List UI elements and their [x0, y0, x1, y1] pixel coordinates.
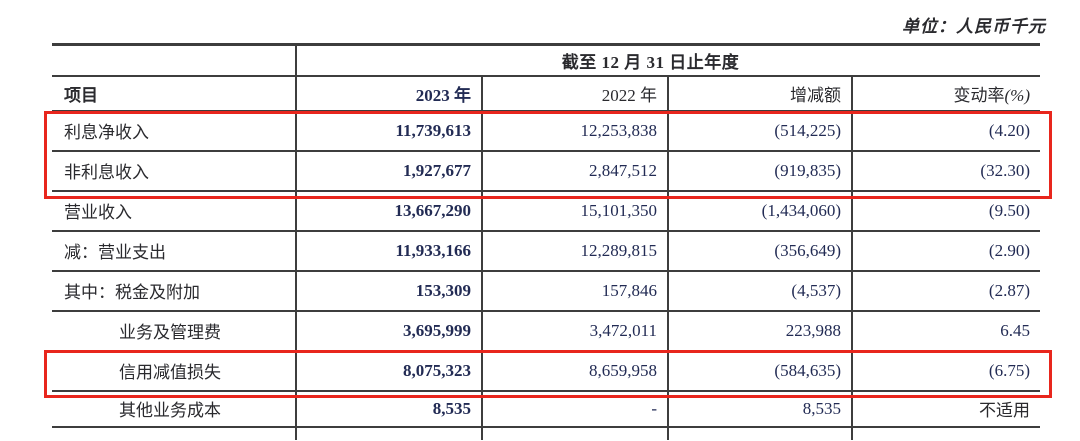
cell-2023: 13,667,290: [295, 190, 482, 232]
cell-2023: 11,933,166: [295, 230, 482, 272]
cell-2022: 8,659,958: [481, 350, 668, 392]
cell-2022: 157,846: [481, 270, 668, 312]
cell-2023: 1,927,677: [295, 150, 482, 192]
cell-rate: 不适用: [851, 390, 1040, 428]
row-label: 信用减值损失: [52, 350, 296, 392]
cell-change: (584,635): [667, 350, 852, 392]
unit-note: 单位：人民币千元: [902, 17, 1046, 36]
column-header-rate-pct: (%): [1004, 85, 1030, 105]
cell-change: (4,537): [667, 270, 852, 312]
row-label: 非利息收入: [52, 150, 296, 192]
table-row-non-interest-income: 非利息收入 1,927,677 2,847,512 (919,835) (32.…: [52, 150, 1040, 192]
cell-2022: 3,472,011: [481, 310, 668, 352]
cell-change: 8,535: [667, 390, 852, 428]
cell-2023: 8,535: [295, 390, 482, 428]
cell-change: (1,434,060): [667, 190, 852, 232]
cell-2022: 15,101,350: [481, 190, 668, 232]
table-row-operating-expenses: 减：营业支出 11,933,166 12,289,815 (356,649) (…: [52, 230, 1040, 272]
cell-2022: 2,847,512: [481, 150, 668, 192]
table-row-operating-income: 营业收入 13,667,290 15,101,350 (1,434,060) (…: [52, 190, 1040, 232]
cell-rate: (2.90): [851, 230, 1040, 272]
table-row-cutoff: [52, 426, 1040, 440]
table-row-business-admin-fees: 业务及管理费 3,695,999 3,472,011 223,988 6.45: [52, 310, 1040, 352]
row-label: 利息净收入: [52, 110, 296, 152]
income-statement-table: 截至 12 月 31 日止年度 项目 2023 年 2022 年 增减额 变动率…: [52, 43, 1040, 440]
cell-2022: -: [481, 390, 668, 428]
column-header-rate: 变动率(%): [851, 75, 1040, 112]
column-header-row: 项目 2023 年 2022 年 增减额 变动率(%): [52, 75, 1040, 112]
table-row-taxes-surcharges: 其中：税金及附加 153,309 157,846 (4,537) (2.87): [52, 270, 1040, 312]
cell-2023: 11,739,613: [295, 110, 482, 152]
row-label: 业务及管理费: [52, 310, 296, 352]
cell-rate: (6.75): [851, 350, 1040, 392]
cell-2022: 12,289,815: [481, 230, 668, 272]
cell-change: (514,225): [667, 110, 852, 152]
row-label: 减：营业支出: [52, 230, 296, 272]
column-header-rate-text: 变动率: [953, 85, 1005, 105]
row-label: 其中：税金及附加: [52, 270, 296, 312]
column-header-2023: 2023 年: [295, 75, 482, 112]
cell-rate: 6.45: [851, 310, 1040, 352]
row-label: 其他业务成本: [52, 390, 296, 428]
cell-2023: 8,075,323: [295, 350, 482, 392]
cell-rate: (32.30): [851, 150, 1040, 192]
cell-change: 223,988: [667, 310, 852, 352]
column-header-change: 增减额: [667, 75, 852, 112]
table-row-other-business-costs: 其他业务成本 8,535 - 8,535 不适用: [52, 390, 1040, 428]
table-row-net-interest-income: 利息净收入 11,739,613 12,253,838 (514,225) (4…: [52, 110, 1040, 152]
cell-rate: (4.20): [851, 110, 1040, 152]
cell-rate: (9.50): [851, 190, 1040, 232]
cell-2022: 12,253,838: [481, 110, 668, 152]
cell-2023: 153,309: [295, 270, 482, 312]
cell-rate: (2.87): [851, 270, 1040, 312]
table-row-credit-impairment-loss: 信用减值损失 8,075,323 8,659,958 (584,635) (6.…: [52, 350, 1040, 392]
cell-change: (919,835): [667, 150, 852, 192]
row-label: 营业收入: [52, 190, 296, 232]
column-header-2022: 2022 年: [481, 75, 668, 112]
cell-change: (356,649): [667, 230, 852, 272]
cell-2023: 3,695,999: [295, 310, 482, 352]
span-header-row: 截至 12 月 31 日止年度: [52, 44, 1040, 77]
span-header-empty-cell: [52, 44, 296, 77]
column-header-item: 项目: [52, 75, 296, 112]
span-header-label: 截至 12 月 31 日止年度: [295, 44, 1040, 77]
